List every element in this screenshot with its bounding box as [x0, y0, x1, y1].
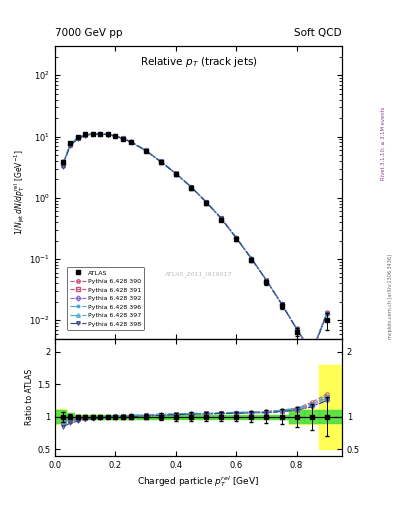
Text: 7000 GeV pp: 7000 GeV pp [55, 28, 123, 38]
Text: Relative $p_T$ (track jets): Relative $p_T$ (track jets) [140, 55, 257, 69]
Legend: ATLAS, Pythia 6.428 390, Pythia 6.428 391, Pythia 6.428 392, Pythia 6.428 396, P: ATLAS, Pythia 6.428 390, Pythia 6.428 39… [67, 267, 144, 330]
Y-axis label: Ratio to ATLAS: Ratio to ATLAS [25, 369, 34, 425]
Y-axis label: $1/N_\mathrm{jet}\,dN/dp_T^\mathrm{rel}$ [GeV$^{-1}$]: $1/N_\mathrm{jet}\,dN/dp_T^\mathrm{rel}$… [12, 150, 27, 235]
Text: Soft QCD: Soft QCD [294, 28, 342, 38]
Text: ATLAS_2011_I919017: ATLAS_2011_I919017 [165, 271, 232, 277]
X-axis label: Charged particle $p_T^{rel}$ [GeV]: Charged particle $p_T^{rel}$ [GeV] [138, 474, 259, 488]
Text: mcplots.cern.ch [arXiv:1306.3436]: mcplots.cern.ch [arXiv:1306.3436] [388, 254, 393, 339]
Text: Rivet 3.1.10; ≥ 3.1M events: Rivet 3.1.10; ≥ 3.1M events [381, 106, 386, 180]
